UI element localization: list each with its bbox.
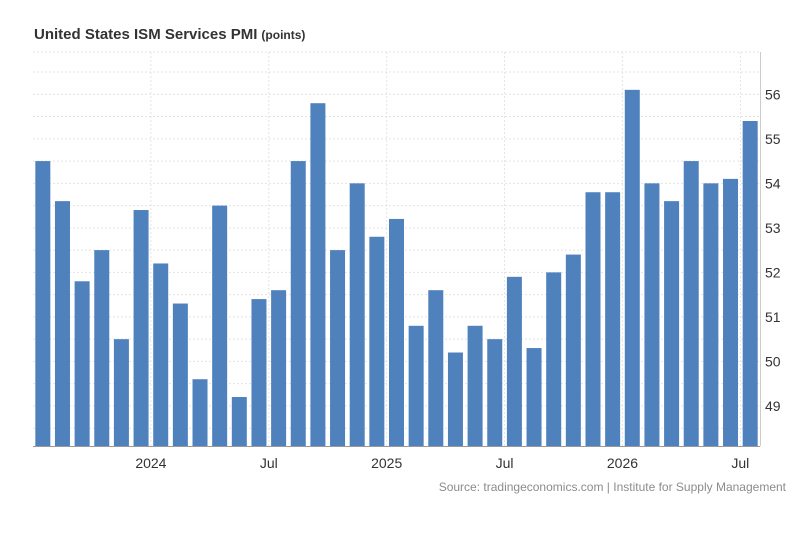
bar xyxy=(447,352,463,446)
x-tick-label: 2025 xyxy=(371,455,402,471)
bar xyxy=(231,397,247,446)
bar xyxy=(310,103,326,446)
bar xyxy=(585,192,601,446)
bar xyxy=(35,161,51,447)
bar xyxy=(349,183,365,447)
bar xyxy=(330,250,346,446)
y-tick-label: 49 xyxy=(765,398,781,414)
bar xyxy=(624,89,640,447)
bar xyxy=(408,325,424,446)
y-tick-label: 53 xyxy=(765,220,781,236)
x-tick-label: 2024 xyxy=(135,455,166,471)
x-tick-label: 2026 xyxy=(607,455,638,471)
chart-unit: (points) xyxy=(261,28,306,42)
x-tick-label: Jul xyxy=(496,455,514,471)
bar xyxy=(389,218,404,446)
x-axis-labels: 2024 Jul 2025 Jul 2026 Jul xyxy=(135,455,749,471)
bar xyxy=(251,299,267,446)
x-tick-label: Jul xyxy=(260,455,278,471)
bar xyxy=(506,276,522,446)
bar xyxy=(94,250,110,446)
bar xyxy=(644,183,660,447)
chart-title: United States ISM Services PMI (points) xyxy=(34,26,305,43)
bar xyxy=(683,161,699,447)
y-tick-label: 52 xyxy=(765,264,781,280)
bar xyxy=(428,290,444,446)
source-note: Source: tradingeconomics.com | Institute… xyxy=(438,480,786,494)
bar xyxy=(153,263,169,446)
bar xyxy=(526,348,542,446)
bar xyxy=(74,281,90,446)
bar xyxy=(172,303,188,446)
y-tick-label: 56 xyxy=(765,86,781,102)
bar xyxy=(664,201,680,446)
bar xyxy=(546,272,562,446)
bar xyxy=(565,254,581,446)
bar xyxy=(723,178,739,447)
x-tick-label: Jul xyxy=(731,455,749,471)
bar xyxy=(605,192,621,446)
bar xyxy=(133,210,149,446)
bar xyxy=(742,121,758,447)
bar xyxy=(212,205,228,446)
chart-title-text: United States ISM Services PMI xyxy=(34,26,258,43)
y-tick-label: 50 xyxy=(765,353,781,369)
chart-axes xyxy=(33,52,761,447)
bar xyxy=(703,183,719,447)
bar xyxy=(113,339,129,446)
chart-bars xyxy=(35,89,758,447)
bar xyxy=(271,290,287,446)
bar xyxy=(290,161,306,447)
bar xyxy=(369,236,385,446)
bar xyxy=(192,379,208,446)
y-tick-label: 55 xyxy=(765,131,781,147)
y-tick-label: 51 xyxy=(765,309,781,325)
y-tick-label: 54 xyxy=(765,175,781,191)
bar xyxy=(487,339,503,446)
bar xyxy=(54,201,70,446)
y-axis-labels: 49 50 51 52 53 54 55 56 xyxy=(765,86,781,414)
bar xyxy=(467,325,483,446)
